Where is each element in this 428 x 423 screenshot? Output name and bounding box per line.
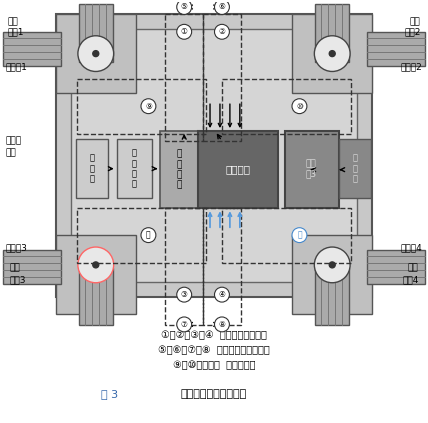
Text: 单元2: 单元2 [404,27,421,36]
Text: ①: ① [181,27,187,36]
Circle shape [214,317,229,332]
Text: 单元1: 单元1 [7,27,24,36]
Bar [79,268,113,325]
Text: 电位器2: 电位器2 [401,62,422,71]
Text: 电机驱动: 电机驱动 [226,165,250,175]
Bar [79,4,113,62]
Circle shape [141,99,156,114]
Circle shape [141,228,156,242]
Circle shape [177,287,192,302]
Text: 履带: 履带 [410,17,421,26]
Text: 履带: 履带 [9,264,20,272]
Text: ⑩: ⑩ [296,102,303,111]
Bar [203,209,241,325]
Bar [160,131,198,209]
Text: ⑪: ⑪ [146,231,151,240]
Text: ⑫: ⑫ [297,231,302,240]
Text: ⑧: ⑧ [219,320,226,329]
Text: 电位器4: 电位器4 [401,244,422,253]
Bar [165,209,203,325]
Text: 机器人: 机器人 [6,136,21,146]
Circle shape [177,0,192,14]
Circle shape [177,317,192,332]
Bar [71,29,357,282]
Text: 履带: 履带 [7,17,18,26]
Bar [77,80,206,134]
Text: ⑥: ⑥ [219,3,226,11]
Bar [203,14,241,141]
Circle shape [314,247,350,283]
Text: 主体: 主体 [6,148,16,157]
Text: ④: ④ [219,290,226,299]
Bar [292,235,372,314]
Circle shape [214,25,229,39]
Bar [367,250,425,284]
Bar [292,14,372,93]
Circle shape [93,51,99,57]
Circle shape [214,0,229,14]
Circle shape [292,99,307,114]
Text: 路
由
器: 路 由 器 [353,154,357,184]
Bar [222,209,351,263]
Circle shape [329,51,335,57]
Bar [367,32,425,66]
Circle shape [93,262,99,268]
Text: ①、②、③、④  履带单元电机控制: ①、②、③、④ 履带单元电机控制 [161,330,267,341]
Text: 单元4: 单元4 [402,275,419,284]
Bar [56,14,372,297]
Text: ②: ② [219,27,226,36]
Bar [198,131,278,209]
Bar [315,4,349,62]
Bar [77,209,206,263]
Text: 控
制
单
元: 控 制 单 元 [176,150,182,190]
Text: 电位器3: 电位器3 [6,244,27,253]
Text: 机器人电路系统示意图: 机器人电路系统示意图 [181,389,247,399]
Bar [76,139,108,198]
Text: 单元3: 单元3 [9,275,26,284]
Bar [222,80,351,134]
Text: 树莓
派3: 树莓 派3 [306,159,317,179]
Bar [117,139,152,198]
Bar [3,32,61,66]
Bar [56,14,136,93]
Circle shape [214,287,229,302]
Text: ⑤: ⑤ [181,3,187,11]
Bar [339,139,371,198]
Circle shape [78,36,114,71]
Text: ⑨: ⑨ [145,102,152,111]
Bar [56,235,136,314]
Circle shape [177,25,192,39]
Text: 电位器1: 电位器1 [6,62,27,71]
Text: ⑦: ⑦ [181,320,187,329]
Text: ⑨、⑩、⑪、⑫  电位器信号: ⑨、⑩、⑪、⑫ 电位器信号 [173,360,255,370]
Text: ⑤、⑥、⑦、⑧  履带单元编码器信号: ⑤、⑥、⑦、⑧ 履带单元编码器信号 [158,345,270,355]
Text: 锂
电
池: 锂 电 池 [89,154,94,184]
Bar [165,14,203,141]
Bar [3,250,61,284]
Circle shape [314,36,350,71]
Circle shape [78,247,114,283]
Bar [285,131,339,209]
Text: 履带: 履带 [408,264,419,272]
Circle shape [329,262,335,268]
Text: 图 3: 图 3 [101,389,118,399]
Circle shape [292,228,307,242]
Bar [315,268,349,325]
Text: 电
源
管
理: 电 源 管 理 [132,148,137,189]
Text: ③: ③ [181,290,187,299]
